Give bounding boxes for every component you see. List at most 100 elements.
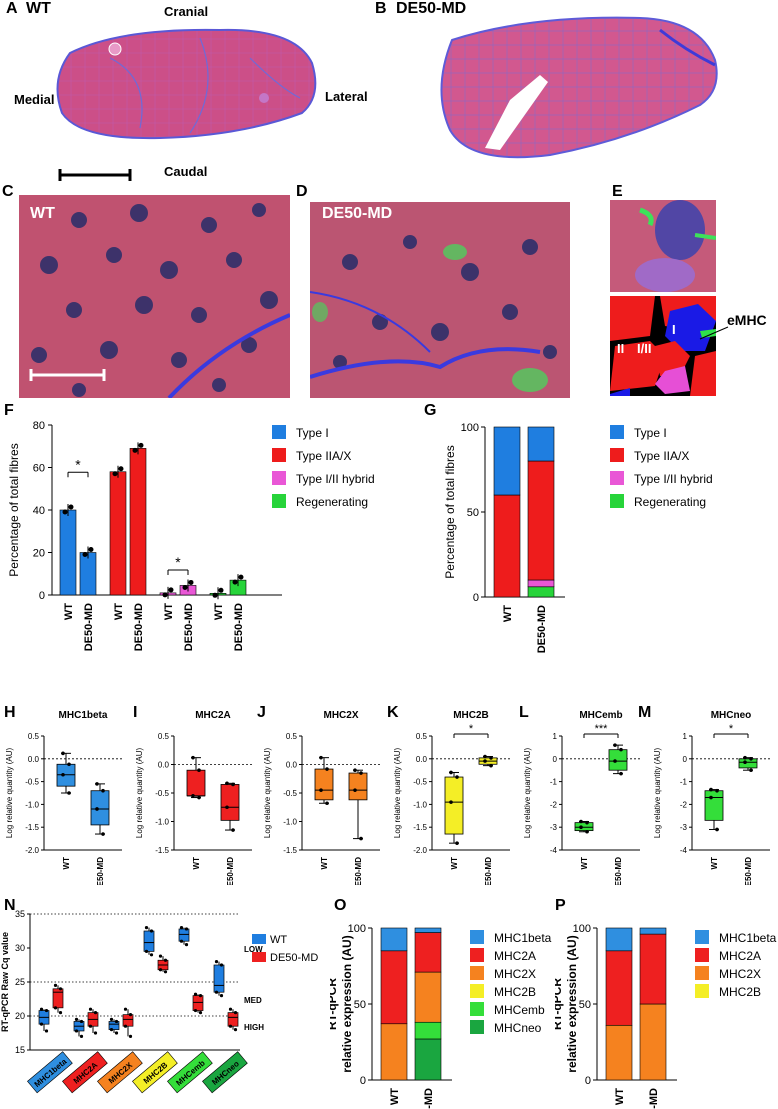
j-box — [314, 768, 334, 801]
f-x-tick-label: DE50-MD — [83, 603, 95, 651]
n-point — [219, 963, 224, 967]
l-point — [619, 747, 623, 752]
chart-j: MHC2X 0.5 0.0 -0.5 -1.0 -1.5 Log relative quan… — [263, 710, 380, 885]
l-box — [608, 749, 628, 771]
n-point — [44, 1029, 49, 1033]
i-title: MHC2A — [195, 710, 231, 721]
m-y-tick-label: 0 — [683, 755, 688, 764]
n-category-tag-box — [97, 1051, 143, 1094]
n-point — [123, 1007, 128, 1011]
f-y-tick-label: 60 — [33, 463, 45, 475]
n-point — [39, 1022, 44, 1026]
h-point — [95, 807, 99, 811]
m-y-tick-label: -1 — [680, 778, 688, 787]
o-y-tick-label: 100 — [348, 923, 366, 935]
o-legend-label: MHCneo — [494, 1021, 542, 1035]
k-point — [449, 770, 453, 775]
m-point — [709, 787, 713, 792]
f-point — [168, 587, 174, 593]
n-point — [219, 994, 224, 998]
m-y-tick-label: 1 — [683, 732, 688, 741]
h-x-tick-label: WT — [62, 857, 71, 870]
j-point — [319, 788, 323, 792]
panel-letter-g: G — [424, 402, 437, 419]
j-y-tick-label: 0.5 — [286, 732, 298, 741]
h-point — [95, 782, 99, 786]
n-point — [184, 943, 189, 947]
f-y-tick-label: 0 — [39, 590, 45, 602]
n-point — [144, 926, 149, 930]
g-legend-swatch — [610, 448, 624, 462]
o-legend-swatch — [470, 1020, 484, 1034]
p-bar-segment — [605, 1024, 633, 1081]
m-box — [704, 790, 724, 821]
n-point — [163, 970, 168, 974]
j-y-label: Log relative quantity (AU) — [263, 748, 272, 839]
h-x-tick-label: DE50-MD — [96, 857, 105, 885]
g-legend-swatch — [610, 425, 624, 439]
n-legend-label: WT — [270, 934, 287, 946]
g-x-tick-label: DE50-MD — [536, 605, 548, 653]
o-bar-segment — [414, 1021, 442, 1040]
k-title: MHC2B — [453, 710, 489, 721]
o-bar-segment — [380, 950, 408, 1025]
h-box — [90, 790, 110, 826]
i-point — [231, 828, 235, 832]
n-level-high: HIGH — [244, 1023, 264, 1032]
panel-letter-k: K — [387, 704, 399, 721]
n-box — [213, 964, 225, 993]
e-label-type-i: I — [672, 322, 676, 337]
n-box — [143, 930, 155, 952]
p-legend-label: MHC2X — [719, 967, 761, 981]
n-level-med: MED — [244, 996, 262, 1005]
l-y-tick-label: 0 — [553, 755, 558, 764]
p-legend-swatch — [695, 984, 709, 998]
e-label-type-ii: II — [617, 341, 625, 356]
l-y-tick-label: -2 — [550, 800, 558, 809]
o-y-label: relative expression (AU) — [340, 935, 354, 1072]
f-point — [82, 552, 88, 557]
f-x-tick-label: WT — [63, 603, 75, 620]
m-point — [715, 788, 719, 793]
h-y-tick-label: 0.0 — [28, 755, 40, 764]
o-y-tick-label: 50 — [354, 999, 366, 1011]
k-point — [449, 800, 453, 804]
i-y-label: Log relative quantity (AU) — [135, 748, 144, 839]
panel-letter-n: N — [4, 897, 16, 914]
l-point — [613, 759, 617, 763]
g-bar-segment — [527, 586, 555, 598]
f-point — [212, 592, 218, 598]
i-y-tick-label: -1.0 — [155, 818, 169, 827]
o-bar-segment — [380, 1023, 408, 1081]
n-point — [128, 1013, 133, 1017]
o-bar-segment — [414, 927, 442, 933]
o-x-tick-label: WT — [389, 1088, 401, 1105]
g-bar-segment — [527, 426, 555, 462]
n-point — [158, 954, 163, 958]
k-point — [483, 754, 487, 759]
h-y-tick-label: -1.5 — [25, 823, 39, 832]
n-y-tick-label: 30 — [15, 943, 25, 953]
n-point — [128, 1034, 133, 1038]
f-point — [138, 442, 144, 448]
n-category-tag-box — [132, 1051, 178, 1094]
k-y-tick-label: 0.0 — [416, 755, 428, 764]
m-x-tick-label: DE50-MD — [744, 857, 753, 885]
n-point — [163, 958, 168, 962]
n-point — [79, 1019, 84, 1024]
n-point — [58, 987, 63, 991]
n-box — [122, 1014, 134, 1027]
l-x-tick-label: DE50-MD — [614, 857, 623, 885]
k-sig-marker: * — [469, 723, 474, 735]
de50md-cross-section-image — [440, 16, 718, 159]
f-point — [182, 584, 188, 590]
j-x-tick-label: WT — [320, 857, 329, 870]
j-y-tick-label: 0.0 — [286, 761, 298, 770]
h-y-tick-label: -0.5 — [25, 778, 39, 787]
f-x-tick-label: WT — [163, 603, 175, 620]
i-box — [220, 784, 240, 821]
i-x-tick-label: WT — [192, 857, 201, 870]
p-legend-label: MHC1beta — [719, 931, 777, 945]
n-category-tag: MHC2A — [62, 1051, 108, 1094]
